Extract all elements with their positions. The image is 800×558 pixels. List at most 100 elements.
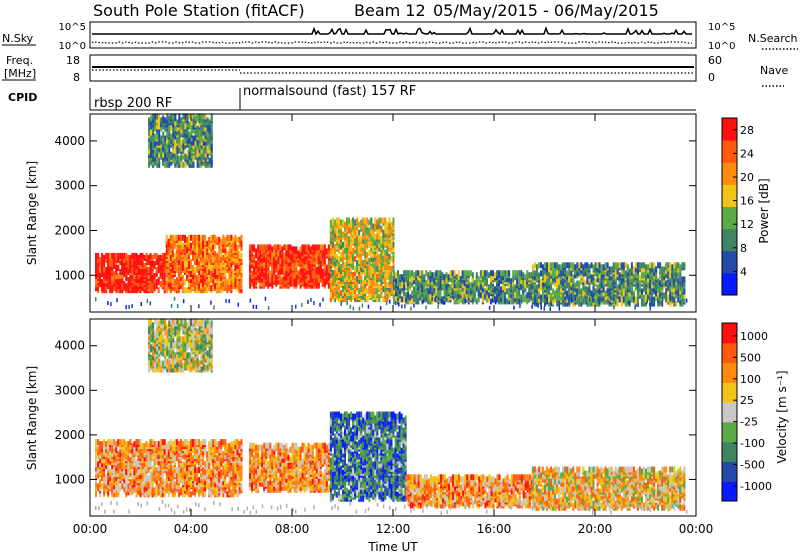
power-echo-cell	[144, 263, 146, 269]
power-echo-cell	[166, 162, 168, 168]
velocity-echo-cell	[121, 483, 123, 489]
power-echo-cell	[218, 243, 220, 249]
power-echo-cell	[625, 297, 627, 303]
power-echo-cell	[220, 263, 222, 269]
power-echo-cell	[168, 148, 170, 154]
power-echo-cell	[146, 273, 148, 279]
power-echo-cell	[584, 281, 586, 287]
power-echo-cell	[95, 261, 97, 267]
power-echo-cell	[178, 156, 180, 162]
power-echo-cell	[368, 294, 370, 300]
power-echo-cell	[131, 267, 133, 273]
power-echo-cell	[214, 251, 216, 257]
power-echo-cell	[176, 235, 178, 241]
power-ground-scatter	[107, 301, 109, 305]
power-echo-cell	[222, 281, 224, 287]
power-echo-cell	[595, 262, 597, 268]
power-echo-cell	[330, 258, 332, 264]
power-echo-cell	[168, 115, 170, 121]
power-echoes	[95, 113, 687, 311]
power-ground-scatter	[465, 299, 467, 303]
power-echo-cell	[395, 278, 397, 284]
power-echo-cell	[403, 284, 405, 290]
power-echo-cell	[196, 235, 198, 241]
power-echo-cell	[429, 270, 431, 276]
power-echo-cell	[348, 218, 350, 224]
power-echo-cell	[411, 270, 413, 276]
power-echo-cell	[490, 276, 492, 282]
power-echo-cell	[605, 262, 607, 268]
power-echo-cell	[617, 285, 619, 291]
power-echo-cell	[190, 243, 192, 249]
power-echo-cell	[197, 162, 199, 168]
power-echo-cell	[354, 256, 356, 262]
beam-label: Beam 12	[354, 1, 426, 20]
power-echo-cell	[261, 269, 263, 275]
power-echo-cell	[362, 280, 364, 286]
power-echo-cell	[494, 286, 496, 292]
power-echo-cell	[550, 293, 552, 299]
power-echo-cell	[366, 288, 368, 294]
power-echo-cell	[506, 288, 508, 294]
velocity-echo-cell	[117, 451, 119, 457]
power-echo-cell	[168, 162, 170, 168]
power-echo-cell	[619, 262, 621, 268]
power-echo-cell	[119, 253, 121, 259]
power-echo-cell	[140, 253, 142, 259]
power-echo-cell	[368, 286, 370, 292]
power-echo-cell	[623, 262, 625, 268]
power-echo-cell	[290, 244, 292, 250]
power-echo-cell	[368, 250, 370, 256]
power-echo-cell	[376, 250, 378, 256]
power-ground-scatter	[213, 305, 215, 309]
power-ground-scatter	[571, 299, 573, 303]
power-echo-cell	[342, 256, 344, 262]
power-echo-cell	[232, 277, 234, 283]
power-echo-cell	[304, 244, 306, 250]
velocity-echo-cell	[97, 461, 99, 467]
power-echo-cell	[326, 248, 328, 254]
power-ground-scatter	[425, 306, 427, 310]
power-ground-scatter	[647, 299, 649, 303]
power-echo-cell	[488, 292, 490, 298]
power-echo-cell	[348, 288, 350, 294]
power-echo-cell	[344, 222, 346, 228]
cpid-segment-normalsound: normalsound (fast) 157 RF	[243, 84, 416, 99]
power-echo-cell	[263, 257, 265, 263]
power-echo-cell	[237, 237, 239, 243]
power-echo-cell	[427, 272, 429, 278]
nave-label: Nave	[760, 64, 788, 77]
power-echo-cell	[362, 218, 364, 224]
power-echo-cell	[176, 277, 178, 283]
power-echo-cell	[560, 264, 562, 270]
power-echo-cell	[342, 242, 344, 248]
power-colorbar-swatch-6	[722, 140, 737, 163]
power-echo-cell	[425, 280, 427, 286]
velocity-echo-cell	[95, 439, 97, 445]
power-echo-cell	[403, 296, 405, 302]
power-echo-cell	[352, 272, 354, 278]
power-echo-cell	[174, 126, 176, 132]
power-echo-cell	[356, 236, 358, 242]
power-echo-cell	[653, 262, 655, 268]
power-echo-cell	[599, 262, 601, 268]
power-echo-cell	[627, 264, 629, 270]
power-echo-cell	[180, 261, 182, 267]
power-echo-cell	[405, 276, 407, 282]
power-echo-cell	[189, 132, 191, 138]
power-echo-cell	[107, 253, 109, 259]
power-echo-cell	[578, 281, 580, 287]
power-ground-scatter	[404, 304, 406, 308]
power-echo-cell	[342, 276, 344, 282]
power-echo-cell	[107, 281, 109, 287]
power-ground-scatter	[131, 304, 133, 308]
power-echo-cell	[506, 298, 508, 304]
power-echo-cell	[296, 246, 298, 252]
velocity-echo-cell	[115, 491, 117, 497]
power-echo-cell	[255, 261, 257, 267]
power-echo-cell	[444, 274, 446, 280]
power-echo-cell	[190, 249, 192, 255]
power-echo-cell	[663, 293, 665, 299]
power-echo-cell	[211, 128, 213, 134]
power-echo-cell	[582, 276, 584, 282]
